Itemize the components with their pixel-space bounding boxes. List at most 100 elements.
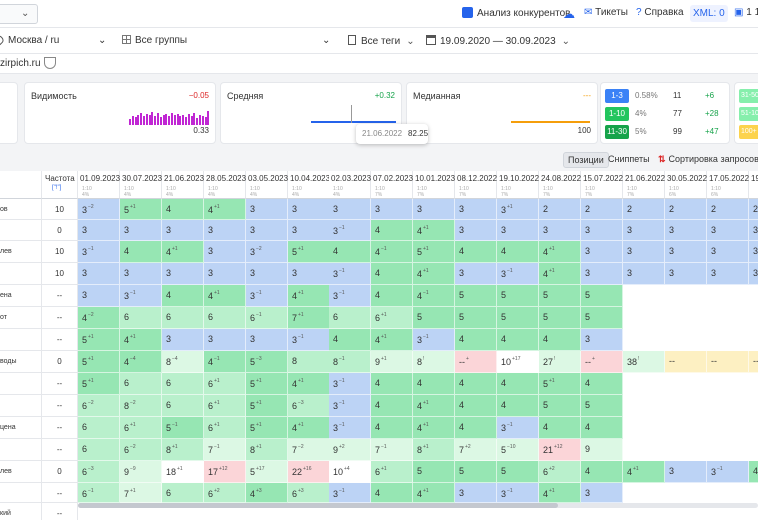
position-cell[interactable]: 8+1 bbox=[413, 439, 455, 461]
position-cell[interactable] bbox=[707, 439, 749, 461]
position-cell[interactable]: 5 bbox=[497, 285, 539, 307]
position-cell[interactable]: 3 bbox=[413, 199, 455, 220]
groups-select[interactable]: Все группы bbox=[122, 35, 187, 46]
position-cell[interactable]: 5+1 bbox=[288, 241, 330, 263]
cloud-upload-button[interactable]: ☁ bbox=[563, 7, 575, 21]
position-cell[interactable] bbox=[749, 285, 758, 307]
position-cell[interactable]: 3 bbox=[749, 263, 758, 285]
position-cell[interactable] bbox=[665, 285, 707, 307]
position-cell[interactable]: 4 bbox=[497, 373, 539, 395]
position-cell[interactable] bbox=[623, 395, 665, 417]
range-badge[interactable]: 100+ bbox=[739, 125, 758, 139]
position-cell[interactable] bbox=[749, 329, 758, 351]
position-cell[interactable]: 4−2 bbox=[78, 307, 120, 329]
position-cell[interactable] bbox=[623, 307, 665, 329]
range-badge[interactable]: 31-50 bbox=[739, 89, 758, 103]
date-column-header[interactable]: 19.10.2022 1:10 7% bbox=[497, 171, 539, 199]
position-cell[interactable]: 6+1 bbox=[204, 395, 246, 417]
query-name[interactable]: цена bbox=[0, 417, 42, 439]
tickets-link[interactable]: ✉ Тикеты bbox=[584, 7, 628, 18]
query-name[interactable] bbox=[0, 395, 42, 417]
position-cell[interactable]: 2 bbox=[749, 199, 758, 220]
position-cell[interactable] bbox=[623, 329, 665, 351]
position-cell[interactable] bbox=[749, 439, 758, 461]
date-column-header[interactable]: 30.05.2022 1:10 6% bbox=[665, 171, 707, 199]
position-cell[interactable]: --+ bbox=[581, 351, 623, 373]
position-cell[interactable]: 5+1 bbox=[120, 199, 162, 220]
position-cell[interactable]: 6−3 bbox=[78, 461, 120, 483]
position-cell[interactable]: 6+1 bbox=[204, 417, 246, 439]
position-cell[interactable]: 3 bbox=[749, 220, 758, 241]
position-cell[interactable]: --+ bbox=[455, 351, 497, 373]
position-cell[interactable]: 3 bbox=[162, 220, 204, 241]
position-cell[interactable]: 3 bbox=[539, 220, 581, 241]
position-cell[interactable]: 38! bbox=[623, 351, 665, 373]
position-cell[interactable] bbox=[707, 285, 749, 307]
position-cell[interactable]: 3 bbox=[665, 241, 707, 263]
position-cell[interactable]: 4 bbox=[455, 329, 497, 351]
position-cell[interactable]: 3−1 bbox=[329, 417, 371, 439]
position-cell[interactable] bbox=[665, 483, 707, 503]
position-cell[interactable]: 3 bbox=[246, 220, 288, 241]
position-cell[interactable]: 6−1 bbox=[246, 307, 288, 329]
position-cell[interactable]: 3−1 bbox=[329, 285, 371, 307]
position-cell[interactable]: 8+1 bbox=[246, 439, 288, 461]
position-cell[interactable] bbox=[665, 417, 707, 439]
position-cell[interactable]: 17+12 bbox=[204, 461, 246, 483]
position-cell[interactable]: 4 bbox=[455, 395, 497, 417]
position-cell[interactable]: 27! bbox=[539, 351, 581, 373]
position-cell[interactable]: 3 bbox=[665, 263, 707, 285]
tab-positions[interactable]: Позиции bbox=[563, 152, 609, 168]
position-cell[interactable]: 6 bbox=[162, 483, 204, 503]
position-cell[interactable] bbox=[707, 417, 749, 439]
position-cell[interactable]: 4 bbox=[497, 329, 539, 351]
position-cell[interactable]: 3+1 bbox=[497, 199, 539, 220]
query-name[interactable]: воды bbox=[0, 351, 42, 373]
competitors-link[interactable]: Анализ конкурентов bbox=[462, 7, 570, 19]
position-cell[interactable]: 4 bbox=[371, 285, 413, 307]
query-name[interactable]: от bbox=[0, 307, 42, 329]
position-cell[interactable]: 2 bbox=[707, 199, 749, 220]
position-cell[interactable]: 4+1 bbox=[413, 220, 455, 241]
position-cell[interactable]: 3−1 bbox=[497, 417, 539, 439]
position-cell[interactable]: 4+1 bbox=[539, 483, 581, 503]
position-cell[interactable]: 6 bbox=[78, 439, 120, 461]
position-cell[interactable] bbox=[749, 395, 758, 417]
position-cell[interactable]: 4 bbox=[162, 199, 204, 220]
position-cell[interactable]: 4 bbox=[581, 417, 623, 439]
position-cell[interactable] bbox=[707, 373, 749, 395]
position-cell[interactable]: 6+1 bbox=[120, 417, 162, 439]
position-cell[interactable]: 6+1 bbox=[204, 373, 246, 395]
position-cell[interactable]: 4 bbox=[455, 417, 497, 439]
position-cell[interactable]: 3 bbox=[581, 329, 623, 351]
position-cell[interactable]: 3 bbox=[120, 220, 162, 241]
position-cell[interactable] bbox=[665, 307, 707, 329]
position-cell[interactable]: 3 bbox=[581, 483, 623, 503]
position-cell[interactable]: 3−1 bbox=[78, 241, 120, 263]
position-cell[interactable]: 6 bbox=[162, 395, 204, 417]
position-cell[interactable]: 3−1 bbox=[329, 395, 371, 417]
position-cell[interactable] bbox=[749, 373, 758, 395]
position-cell[interactable]: 5+1 bbox=[246, 417, 288, 439]
date-column-header[interactable]: 10.04.2023 1:10 4% bbox=[288, 171, 330, 199]
query-name[interactable] bbox=[0, 263, 42, 285]
position-cell[interactable]: 4+1 bbox=[413, 417, 455, 439]
position-cell[interactable]: 4+1 bbox=[413, 395, 455, 417]
position-cell[interactable]: 4 bbox=[581, 373, 623, 395]
position-cell[interactable]: 4 bbox=[371, 395, 413, 417]
query-name[interactable]: кий bbox=[0, 503, 42, 520]
position-cell[interactable]: 3 bbox=[581, 241, 623, 263]
date-column-header[interactable]: 15.07.2022 1:10 7% bbox=[581, 171, 623, 199]
position-cell[interactable] bbox=[749, 417, 758, 439]
position-cell[interactable]: 3 bbox=[665, 461, 707, 483]
position-cell[interactable]: 4 bbox=[371, 263, 413, 285]
position-cell[interactable]: 2 bbox=[539, 199, 581, 220]
tags-select[interactable]: Все теги ⌄ bbox=[348, 35, 415, 47]
position-cell[interactable]: 3 bbox=[749, 241, 758, 263]
query-name[interactable]: лев bbox=[0, 241, 42, 263]
date-column-header[interactable]: 17.05.2022 1:10 6% bbox=[707, 171, 749, 199]
position-cell[interactable]: 6 bbox=[204, 307, 246, 329]
position-cell[interactable]: 5 bbox=[581, 395, 623, 417]
position-cell[interactable]: 3 bbox=[78, 220, 120, 241]
position-cell[interactable]: 3 bbox=[455, 199, 497, 220]
